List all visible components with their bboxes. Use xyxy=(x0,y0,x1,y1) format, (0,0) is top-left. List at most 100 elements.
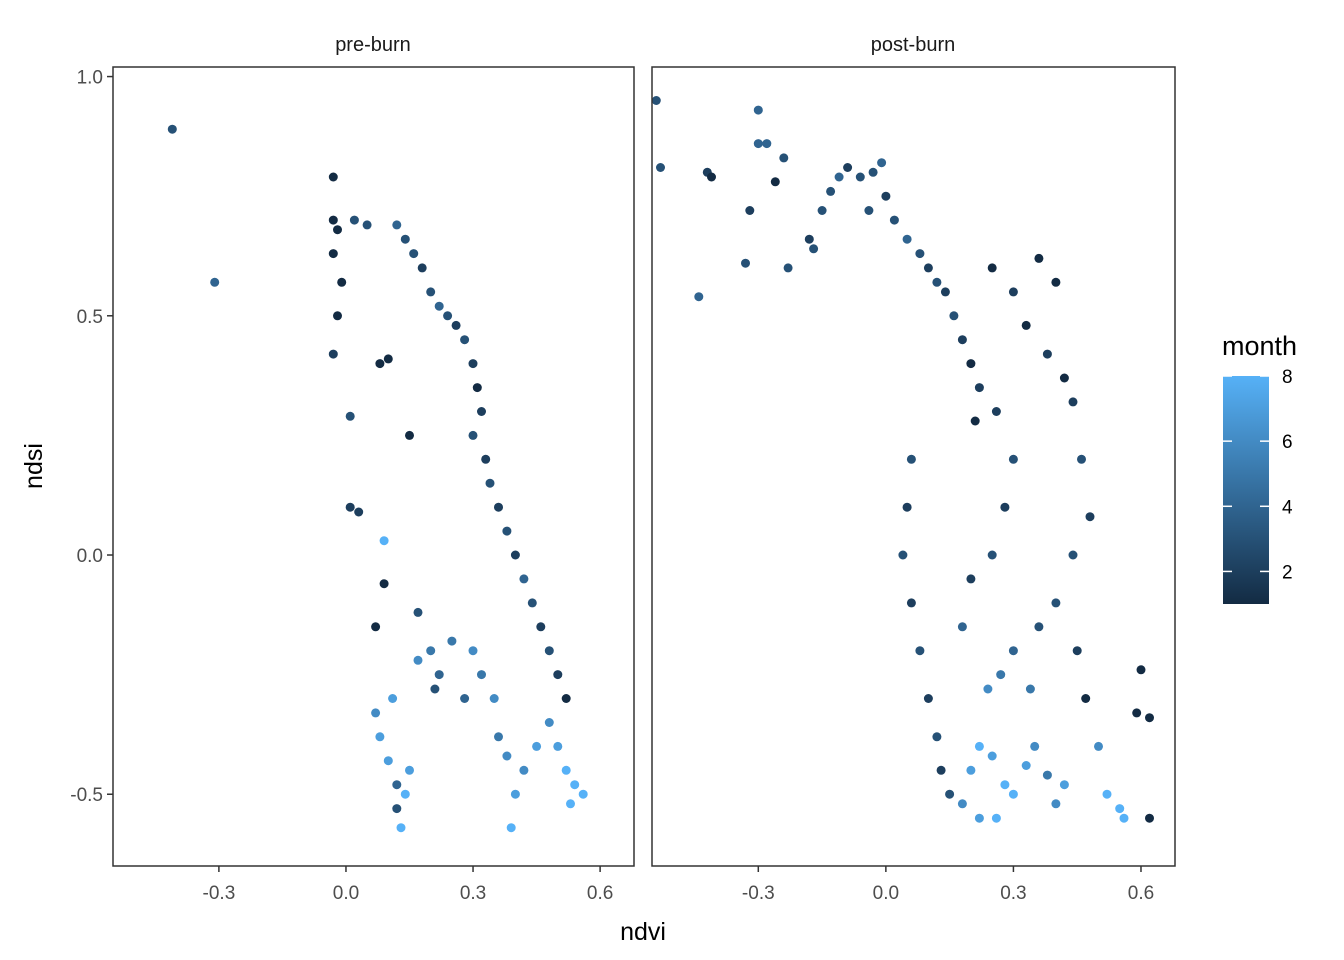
data-point xyxy=(804,234,814,244)
y-tick-label: 1.0 xyxy=(77,68,103,89)
data-point xyxy=(834,172,844,182)
data-point xyxy=(707,172,716,182)
data-point xyxy=(1077,454,1086,464)
data-point xyxy=(328,249,338,259)
data-point xyxy=(447,636,457,646)
data-point xyxy=(1042,770,1052,780)
data-point xyxy=(779,153,789,163)
data-point xyxy=(1030,741,1040,751)
x-tick-label: 0.3 xyxy=(1000,883,1026,904)
data-point xyxy=(991,813,1001,823)
data-point xyxy=(970,416,980,426)
strip-label-post-burn: post-burn xyxy=(871,34,956,56)
data-point xyxy=(532,741,542,751)
data-point xyxy=(354,507,364,517)
data-point xyxy=(519,765,529,775)
data-point xyxy=(898,550,908,560)
legend-colorbar xyxy=(1223,376,1269,604)
data-point xyxy=(902,502,912,512)
data-point xyxy=(333,225,342,235)
data-point xyxy=(328,172,338,182)
data-point xyxy=(392,780,402,790)
data-point xyxy=(383,354,393,364)
data-point xyxy=(468,430,478,440)
data-point xyxy=(413,655,423,665)
data-point xyxy=(770,177,780,187)
data-point xyxy=(1008,454,1018,464)
data-point xyxy=(753,105,763,115)
data-point xyxy=(987,550,997,560)
data-point xyxy=(553,741,563,751)
y-tick-label: 0.5 xyxy=(77,307,103,328)
legend-ticks: 2 4 6 8 xyxy=(1223,367,1293,583)
data-point xyxy=(494,732,503,742)
data-point xyxy=(906,454,916,464)
points-post-burn xyxy=(651,96,1154,823)
data-point xyxy=(957,799,967,809)
data-point xyxy=(753,139,763,149)
data-point xyxy=(1094,741,1103,751)
data-point xyxy=(936,765,946,775)
data-point xyxy=(451,320,461,330)
data-point xyxy=(502,526,512,536)
data-point xyxy=(388,694,398,703)
data-point xyxy=(375,359,385,369)
data-point xyxy=(945,789,955,799)
data-point xyxy=(570,780,580,790)
data-point xyxy=(396,823,406,833)
data-point xyxy=(519,574,529,584)
data-point xyxy=(932,732,942,742)
data-point xyxy=(494,502,503,512)
data-point xyxy=(383,756,393,766)
data-point xyxy=(974,813,984,823)
data-point xyxy=(1059,373,1069,383)
data-point xyxy=(426,287,436,297)
data-point xyxy=(1068,550,1078,560)
data-point xyxy=(1034,622,1044,632)
data-point xyxy=(1000,502,1010,512)
data-point xyxy=(333,311,342,321)
data-point xyxy=(328,215,338,225)
data-point xyxy=(489,694,499,703)
x-tick-label: 0.0 xyxy=(873,883,899,904)
data-point xyxy=(527,598,537,608)
data-point xyxy=(468,359,478,369)
data-point xyxy=(957,335,967,345)
data-point xyxy=(502,751,512,761)
data-point xyxy=(949,311,959,321)
data-point xyxy=(443,311,453,321)
data-point xyxy=(1034,253,1044,263)
data-point xyxy=(1072,646,1082,656)
data-point xyxy=(417,263,427,273)
x-axis-title: ndvi xyxy=(620,918,666,946)
data-point xyxy=(468,646,478,656)
data-point xyxy=(566,799,575,809)
strip-label-pre-burn: pre-burn xyxy=(335,34,411,56)
data-point xyxy=(741,258,750,268)
data-point xyxy=(932,277,942,287)
data-point xyxy=(1115,804,1125,814)
data-point xyxy=(868,167,878,177)
data-point xyxy=(413,607,423,617)
x-tick-label: -0.3 xyxy=(742,883,775,904)
y-axis: -0.5 0.0 0.5 1.0 xyxy=(70,68,113,806)
data-point xyxy=(966,359,976,369)
data-point xyxy=(1102,789,1112,799)
data-point xyxy=(1051,277,1061,287)
data-point xyxy=(826,186,836,196)
data-point xyxy=(1136,665,1146,675)
data-point xyxy=(745,206,755,215)
y-tick-label: 0.0 xyxy=(77,546,103,567)
data-point xyxy=(987,751,997,761)
data-point xyxy=(1068,397,1078,407)
data-point xyxy=(379,579,389,589)
data-point xyxy=(923,694,933,703)
data-point xyxy=(1025,684,1035,694)
data-point xyxy=(694,292,704,302)
data-point xyxy=(902,234,912,244)
data-point xyxy=(966,574,976,584)
data-point xyxy=(983,684,993,694)
data-point xyxy=(966,765,976,775)
panel-border-pre-burn xyxy=(112,66,635,867)
data-point xyxy=(561,765,571,775)
